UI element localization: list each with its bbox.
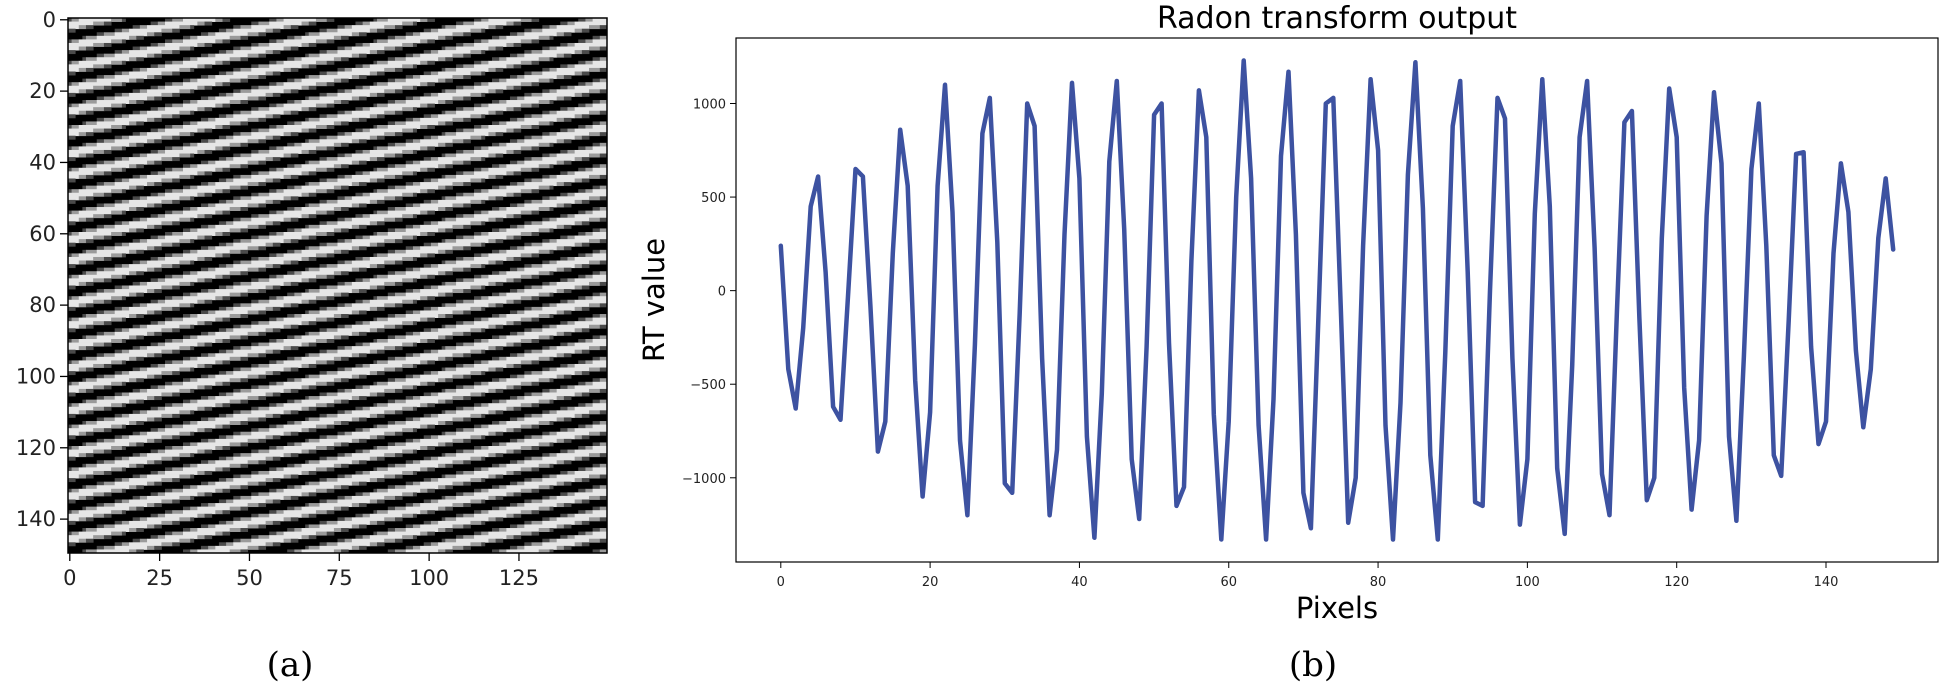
x-tick-label: 125 xyxy=(499,566,539,590)
x-tick-label: 120 xyxy=(1664,575,1689,590)
y-tick-label: 120 xyxy=(16,436,56,460)
x-tick-label: 25 xyxy=(146,566,173,590)
x-tick-label: 75 xyxy=(326,566,353,590)
y-tick-label: 20 xyxy=(29,79,56,103)
y-tick-label: 0 xyxy=(718,285,726,300)
rt-series-line xyxy=(778,58,1896,542)
panel-a-frame xyxy=(67,17,608,554)
y-tick-label: 60 xyxy=(29,222,56,246)
y-tick-label: 100 xyxy=(16,364,56,388)
x-tick-label: 140 xyxy=(1814,575,1839,590)
y-tick-label: −1000 xyxy=(682,472,726,487)
panel-a-caption: (a) xyxy=(267,645,314,685)
y-tick-label: −500 xyxy=(690,378,726,393)
y-tick-label: 500 xyxy=(701,191,726,206)
y-tick-label: 1000 xyxy=(693,98,726,113)
x-tick-label: 60 xyxy=(1220,575,1237,590)
x-tick-label: 50 xyxy=(236,566,263,590)
x-tick-label: 100 xyxy=(1515,575,1540,590)
panel-a-ticks: 0 25 50 75 100 125 0 20 40 60 80 100 120 140 xyxy=(16,8,539,590)
y-tick-label: 80 xyxy=(29,293,56,317)
chart-title: Radon transform output xyxy=(1157,1,1517,36)
y-tick-label: 140 xyxy=(16,507,56,531)
y-axis-label: RT value xyxy=(637,238,671,362)
x-tick-label: 100 xyxy=(409,566,449,590)
x-tick-label: 80 xyxy=(1370,575,1387,590)
x-tick-label: 20 xyxy=(922,575,939,590)
x-tick-label: 40 xyxy=(1071,575,1088,590)
y-tick-label: 0 xyxy=(43,8,56,32)
x-tick-label: 0 xyxy=(63,566,76,590)
panel-b-caption: (b) xyxy=(1289,645,1337,685)
y-tick-label: 40 xyxy=(29,150,56,174)
panel-a-image-plot: 0 25 50 75 100 125 0 20 40 60 80 100 120 140 (a) xyxy=(16,8,608,685)
stripe-image xyxy=(68,18,607,553)
x-axis-label: Pixels xyxy=(1296,591,1378,625)
x-tick-label: 0 xyxy=(777,575,785,590)
panel-b-line-plot: Radon transform output 0 20 40 60 80 100 120 14… xyxy=(637,1,1939,685)
panel-b-ticks: 0 20 40 60 80 100 120 140 −1000 −500 0 500 1000 xyxy=(682,98,1838,591)
